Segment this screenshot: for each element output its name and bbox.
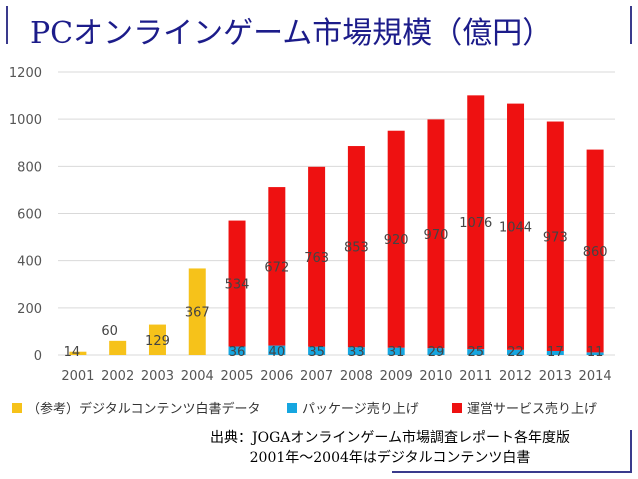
x-tick-label-2013: 2013 (539, 369, 572, 384)
source-note: 出典：JOGAオンラインゲーム市場調査レポート各年度版 2001年～2004年は… (150, 428, 630, 468)
corner-top-right-v (630, 6, 632, 44)
legend-label-package: パッケージ売り上げ (302, 402, 419, 417)
bar-1-2010 (427, 348, 445, 355)
data-label-1-2006: 40 (269, 345, 286, 360)
data-label-2-2005: 534 (225, 278, 250, 293)
data-label-2-2011: 1076 (459, 216, 492, 231)
bar-0-2004 (188, 268, 206, 355)
bar-2-2008 (347, 146, 365, 348)
x-tick-label-2005: 2005 (220, 369, 253, 384)
data-label-1-2007: 35 (308, 345, 325, 360)
bar-1-2008 (347, 347, 365, 355)
bar-1-2013 (546, 350, 564, 355)
source-line-2: 2001年～2004年はデジタルコンテンツ白書 (249, 450, 531, 466)
legend-swatch-service (452, 402, 462, 413)
bar-2-2013 (546, 121, 564, 351)
data-label-2-2008: 853 (344, 241, 369, 256)
x-tick-label-2006: 2006 (260, 369, 293, 384)
data-label-1-2009: 31 (388, 345, 405, 360)
data-label-1-2011: 25 (467, 345, 484, 360)
bar-2-2007 (308, 166, 326, 347)
data-label-1-2008: 33 (348, 345, 365, 360)
bar-2-2010 (427, 119, 445, 349)
bar-2-2005 (228, 220, 246, 347)
data-label-1-2012: 22 (507, 345, 524, 360)
bar-1-2006 (268, 345, 286, 355)
bar-1-2012 (507, 349, 525, 355)
data-label-2-2006: 672 (264, 260, 289, 275)
legend-item-digital: （参考）デジタルコンテンツ白書データ (12, 398, 260, 417)
data-label-1-2005: 36 (229, 345, 246, 360)
bar-1-2007 (308, 346, 326, 355)
corner-bottom-right-h (392, 471, 632, 473)
data-label-2-2012: 1044 (499, 221, 532, 236)
data-label-2-2007: 763 (304, 251, 329, 266)
x-tick-label-2014: 2014 (579, 369, 612, 384)
x-tick-label-2001: 2001 (61, 369, 94, 384)
data-label-0-2001: 14 (64, 345, 81, 360)
data-label-1-2013: 17 (547, 345, 564, 360)
data-label-0-2003: 129 (145, 334, 170, 349)
legend-label-digital: （参考）デジタルコンテンツ白書データ (27, 402, 261, 417)
x-tick-label-2004: 2004 (181, 369, 214, 384)
bar-1-2009 (387, 347, 405, 355)
bar-2-2009 (387, 130, 405, 348)
data-label-0-2004: 367 (185, 306, 210, 321)
bar-1-2014 (586, 352, 604, 355)
data-label-0-2002: 60 (101, 324, 118, 339)
source-line-1: 出典：JOGAオンラインゲーム市場調査レポート各年度版 (210, 430, 570, 446)
x-tick-label-2002: 2002 (101, 369, 134, 384)
bar-2-2014 (586, 149, 604, 353)
data-label-2-2009: 920 (384, 233, 409, 248)
y-tick-label-1000: 1000 (9, 113, 42, 128)
y-tick-label-0: 0 (34, 349, 42, 364)
x-tick-label-2010: 2010 (419, 369, 452, 384)
data-label-1-2010: 29 (428, 345, 445, 360)
y-tick-label-600: 600 (17, 208, 42, 223)
bar-0-2002 (109, 340, 127, 355)
y-tick-label-800: 800 (17, 160, 42, 175)
bar-2-2011 (467, 95, 485, 350)
legend-item-package: パッケージ売り上げ (287, 398, 419, 417)
corner-top-left-v (6, 6, 8, 44)
legend-swatch-digital (12, 402, 22, 413)
y-tick-label-200: 200 (17, 302, 42, 317)
data-label-2-2010: 970 (424, 228, 449, 243)
bar-2-2006 (268, 187, 286, 346)
legend-label-service: 運営サービス売り上げ (467, 402, 598, 417)
page-title: PCオンラインゲーム市場規模（億円） (30, 16, 553, 51)
y-tick-label-1200: 1200 (9, 66, 42, 81)
data-label-2-2014: 860 (583, 245, 608, 260)
x-tick-label-2007: 2007 (300, 369, 333, 384)
x-tick-label-2003: 2003 (141, 369, 174, 384)
y-tick-label-400: 400 (17, 255, 42, 270)
legend-swatch-package (287, 402, 297, 413)
data-label-1-2014: 11 (587, 345, 604, 360)
bar-0-2001 (69, 351, 87, 355)
legend-item-service: 運営サービス売り上げ (452, 398, 597, 417)
x-tick-label-2009: 2009 (380, 369, 413, 384)
data-label-2-2013: 973 (543, 230, 568, 245)
x-tick-label-2008: 2008 (340, 369, 373, 384)
bar-1-2005 (228, 346, 246, 355)
x-tick-label-2012: 2012 (499, 369, 532, 384)
bar-2-2012 (507, 103, 525, 350)
bar-1-2011 (467, 349, 485, 355)
bar-0-2003 (148, 324, 166, 355)
corner-bottom-right-v (630, 430, 632, 473)
x-tick-label-2011: 2011 (459, 369, 492, 384)
